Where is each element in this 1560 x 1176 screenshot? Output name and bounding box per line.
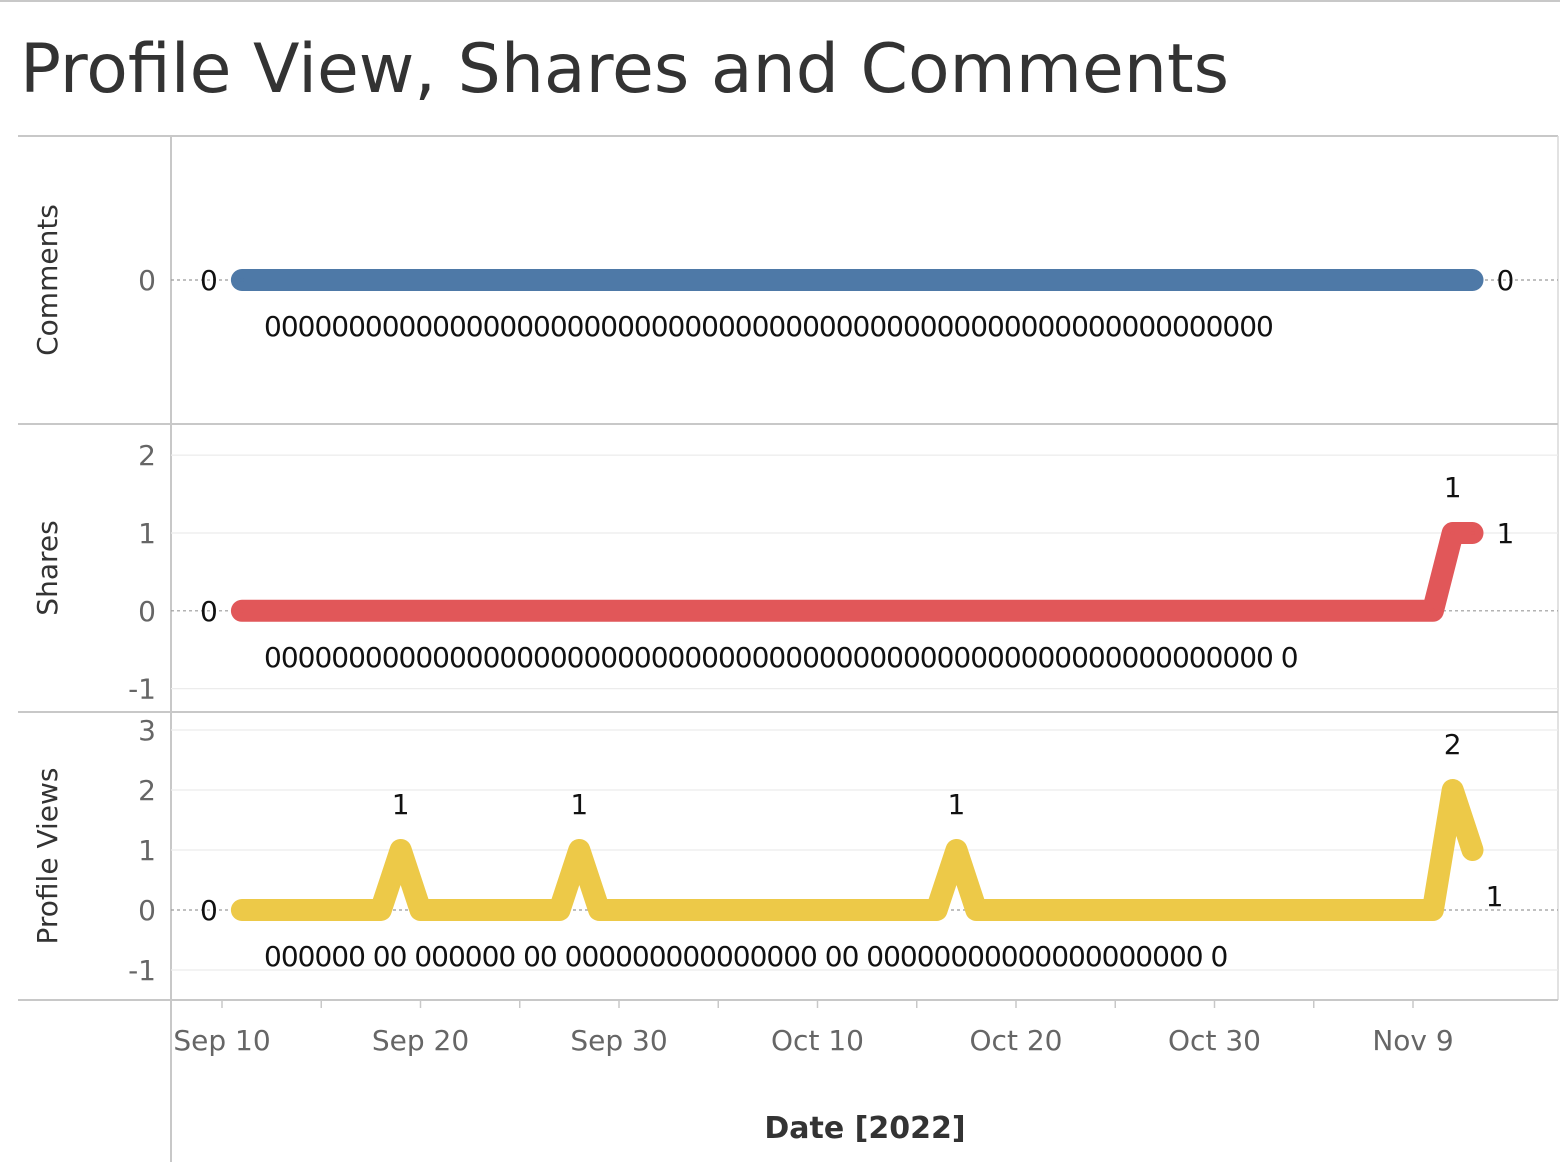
y-tick-label: 2 xyxy=(138,439,156,472)
data-point xyxy=(239,278,244,282)
data-point xyxy=(1430,908,1435,912)
y-tick-label: -1 xyxy=(128,673,156,706)
data-label: 1 xyxy=(1497,517,1515,550)
data-point xyxy=(974,908,979,912)
data-point xyxy=(239,608,244,613)
data-label: 0 xyxy=(200,595,218,628)
data-point xyxy=(557,908,562,912)
data-point xyxy=(378,908,383,912)
data-point xyxy=(1470,278,1475,282)
row-label: Shares xyxy=(31,520,64,615)
data-point xyxy=(577,848,582,852)
data-point xyxy=(954,848,959,852)
data-label: 2 xyxy=(1444,728,1462,761)
data-point xyxy=(1450,788,1455,792)
top-divider xyxy=(0,0,1560,2)
mark-label-row: 0000000000000000000000000000000000000000… xyxy=(264,310,1273,343)
chart-title: Profile View, Shares and Comments xyxy=(20,30,1230,109)
data-label: 1 xyxy=(1486,880,1504,913)
x-tick-label: Nov 9 xyxy=(1372,1024,1453,1057)
data-point xyxy=(418,908,423,912)
data-point xyxy=(239,908,244,912)
y-tick-label: 1 xyxy=(138,834,156,867)
x-tick-label: Sep 10 xyxy=(173,1024,270,1057)
mark-label-row: 0000000000000000000000000000000000000000… xyxy=(264,641,1298,674)
series-line xyxy=(230,522,1484,622)
data-point xyxy=(1470,530,1475,535)
data-point xyxy=(934,908,939,912)
x-axis-title: Date [2022] xyxy=(764,1111,965,1146)
data-label: 0 xyxy=(1497,264,1515,297)
data-label: 1 xyxy=(570,788,588,821)
row-label: Profile Views xyxy=(31,768,64,945)
data-point xyxy=(1470,848,1475,852)
y-tick-label: 0 xyxy=(138,264,156,297)
data-label: 1 xyxy=(948,788,966,821)
y-tick-label: 0 xyxy=(138,894,156,927)
data-point xyxy=(1430,608,1435,613)
y-tick-label: 0 xyxy=(138,595,156,628)
data-point xyxy=(398,848,403,852)
y-tick-label: -1 xyxy=(128,954,156,987)
y-tick-label: 3 xyxy=(138,714,156,747)
row-label: Comments xyxy=(31,204,64,356)
data-label: 0 xyxy=(200,264,218,297)
data-point xyxy=(1450,530,1455,535)
x-tick-label: Oct 20 xyxy=(970,1024,1063,1057)
data-point xyxy=(597,908,602,912)
data-label: 0 xyxy=(200,894,218,927)
y-tick-label: 1 xyxy=(138,517,156,550)
x-tick-label: Sep 20 xyxy=(372,1024,469,1057)
x-tick-label: Oct 10 xyxy=(771,1024,864,1057)
y-tick-label: 2 xyxy=(138,774,156,807)
x-tick-label: Sep 30 xyxy=(570,1024,667,1057)
x-tick-label: Oct 30 xyxy=(1168,1024,1261,1057)
data-label: 1 xyxy=(1444,471,1462,504)
data-label: 1 xyxy=(392,788,410,821)
mark-label-row: 000000 00 000000 00 000000000000000 00 0… xyxy=(264,940,1227,973)
